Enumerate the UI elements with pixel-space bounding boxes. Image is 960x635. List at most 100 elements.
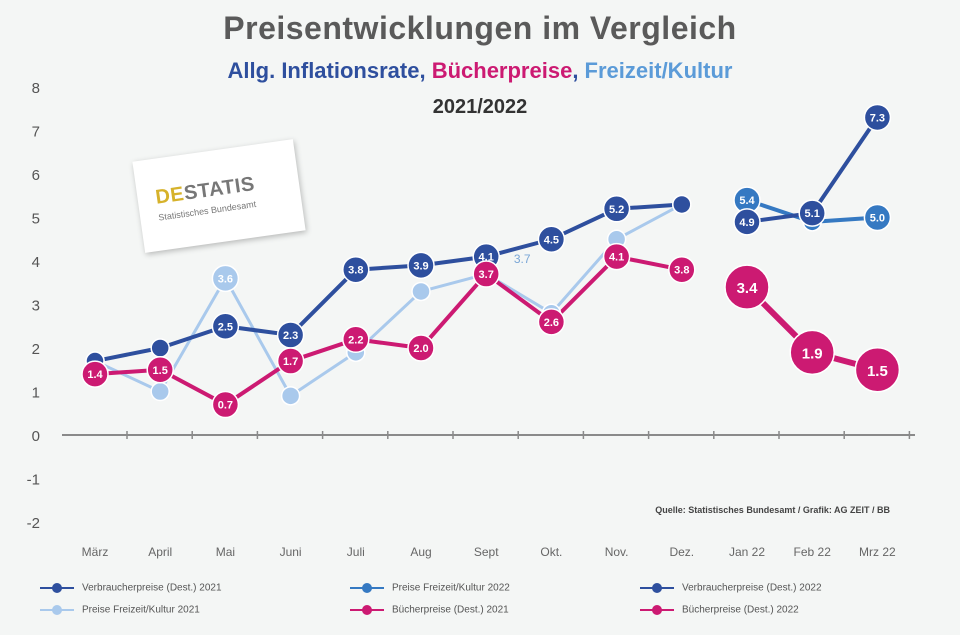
legend-label: Preise Freizeit/Kultur 2021	[82, 604, 200, 616]
x-tick-label: Juli	[347, 545, 365, 559]
logo-prefix: DE	[154, 182, 186, 209]
legend-item: Preise Freizeit/Kultur 2022	[350, 582, 510, 594]
data-point	[672, 194, 692, 215]
data-point	[407, 334, 435, 362]
x-tick-label: Nov.	[605, 545, 629, 559]
legend-swatch	[640, 582, 674, 594]
data-label: 1.7	[283, 356, 298, 368]
legend-swatch-dot	[652, 605, 662, 615]
legend-label: Preise Freizeit/Kultur 2022	[392, 582, 510, 594]
y-tick-label: -1	[27, 472, 40, 489]
legend-label: Verbraucherpreise (Dest.) 2021	[82, 582, 222, 594]
chart-subtitle: Allg. Inflationsrate, Bücherpreise, Frei…	[0, 58, 960, 84]
data-point	[668, 255, 696, 284]
series-line	[94, 254, 683, 407]
annotation-label: 3.7	[514, 252, 531, 266]
data-label: 4.1	[479, 252, 494, 264]
data-point	[81, 360, 109, 388]
legend-swatch	[350, 604, 384, 616]
data-point	[789, 329, 835, 376]
data-point	[276, 347, 305, 375]
data-point	[863, 203, 892, 232]
source-note: Quelle: Statistisches Bundesamt / Grafik…	[655, 505, 890, 515]
data-label: 0.7	[218, 400, 233, 412]
data-point	[342, 255, 370, 284]
y-tick-label: 8	[32, 80, 40, 97]
x-tick-label: Dez.	[669, 545, 694, 559]
legend-item: Preise Freizeit/Kultur 2021	[40, 604, 200, 616]
chart-title: Preisentwicklungen im Vergleich	[223, 10, 737, 46]
subtitle-leisure: Freizeit/Kultur	[584, 58, 733, 83]
y-tick-label: 7	[32, 124, 40, 141]
data-label: 2.2	[348, 334, 363, 346]
subtitle-books: Bücherpreise	[431, 58, 573, 83]
legend-swatch-dot	[52, 583, 62, 593]
legend-label: Bücherpreise (Dest.) 2021	[392, 604, 509, 616]
data-point	[150, 381, 170, 402]
legend-item: Verbraucherpreise (Dest.) 2022	[640, 582, 822, 594]
series-line	[94, 203, 683, 398]
legend-label: Verbraucherpreise (Dest.) 2022	[682, 582, 822, 594]
data-point	[602, 242, 631, 271]
subtitle-sep: ,	[572, 58, 585, 83]
series-line	[94, 202, 682, 364]
data-point	[863, 103, 892, 132]
data-point	[211, 264, 240, 293]
data-label: 2.0	[413, 343, 428, 355]
data-point	[537, 308, 566, 336]
legend-item: Bücherpreise (Dest.) 2021	[350, 604, 509, 616]
data-label: 3.7	[479, 269, 494, 281]
x-tick-label: Feb 22	[794, 545, 832, 559]
data-label: 3.4	[737, 280, 759, 297]
data-point	[854, 347, 901, 393]
legend-swatch-dot	[52, 605, 62, 615]
y-tick-label: 6	[32, 167, 40, 184]
data-label: 2.5	[218, 321, 233, 333]
x-tick-label: Mrz 22	[859, 545, 896, 559]
y-tick-label: -2	[27, 515, 40, 532]
x-tick-label: Juni	[280, 545, 302, 559]
data-label: 4.9	[739, 217, 754, 229]
data-point	[798, 199, 826, 227]
legend-swatch-dot	[362, 605, 372, 615]
x-tick-label: Aug	[410, 545, 431, 559]
y-tick-label: 0	[32, 428, 40, 445]
data-label: 1.9	[802, 345, 823, 362]
data-label: 2.3	[283, 330, 298, 342]
legend-swatch-dot	[652, 583, 662, 593]
legend-swatch-dot	[362, 583, 372, 593]
subtitle-inflation: Allg. Inflationsrate,	[227, 58, 432, 83]
legend-item: Bücherpreise (Dest.) 2022	[640, 604, 799, 616]
data-label: 7.3	[870, 112, 885, 124]
data-point	[411, 281, 431, 302]
data-label: 5.4	[739, 195, 755, 207]
legend-swatch	[40, 604, 74, 616]
data-label: 3.8	[674, 265, 689, 277]
data-point	[537, 225, 566, 253]
data-point	[733, 208, 761, 236]
x-tick-label: Mai	[216, 545, 235, 559]
y-tick-label: 4	[32, 254, 40, 271]
data-point	[724, 264, 770, 310]
data-label: 1.5	[867, 363, 888, 380]
data-label: 1.5	[153, 365, 168, 377]
x-tick-label: Jan 22	[729, 545, 765, 559]
data-point	[280, 386, 301, 406]
y-tick-label: 2	[32, 341, 40, 358]
data-label: 3.6	[218, 273, 233, 285]
data-point	[342, 325, 370, 354]
y-tick-label: 5	[32, 211, 40, 228]
x-tick-label: Sept	[474, 545, 499, 559]
data-label: 2.6	[544, 317, 559, 329]
y-tick-label: 1	[32, 385, 40, 402]
y-tick-label: 3	[32, 298, 40, 315]
chart-years: 2021/2022	[432, 96, 528, 118]
legend-swatch	[350, 582, 384, 594]
data-label: 5.2	[609, 204, 624, 216]
data-point	[602, 195, 631, 223]
data-point	[472, 260, 500, 288]
x-tick-label: April	[148, 545, 172, 559]
legend-item: Verbraucherpreise (Dest.) 2021	[40, 582, 222, 594]
